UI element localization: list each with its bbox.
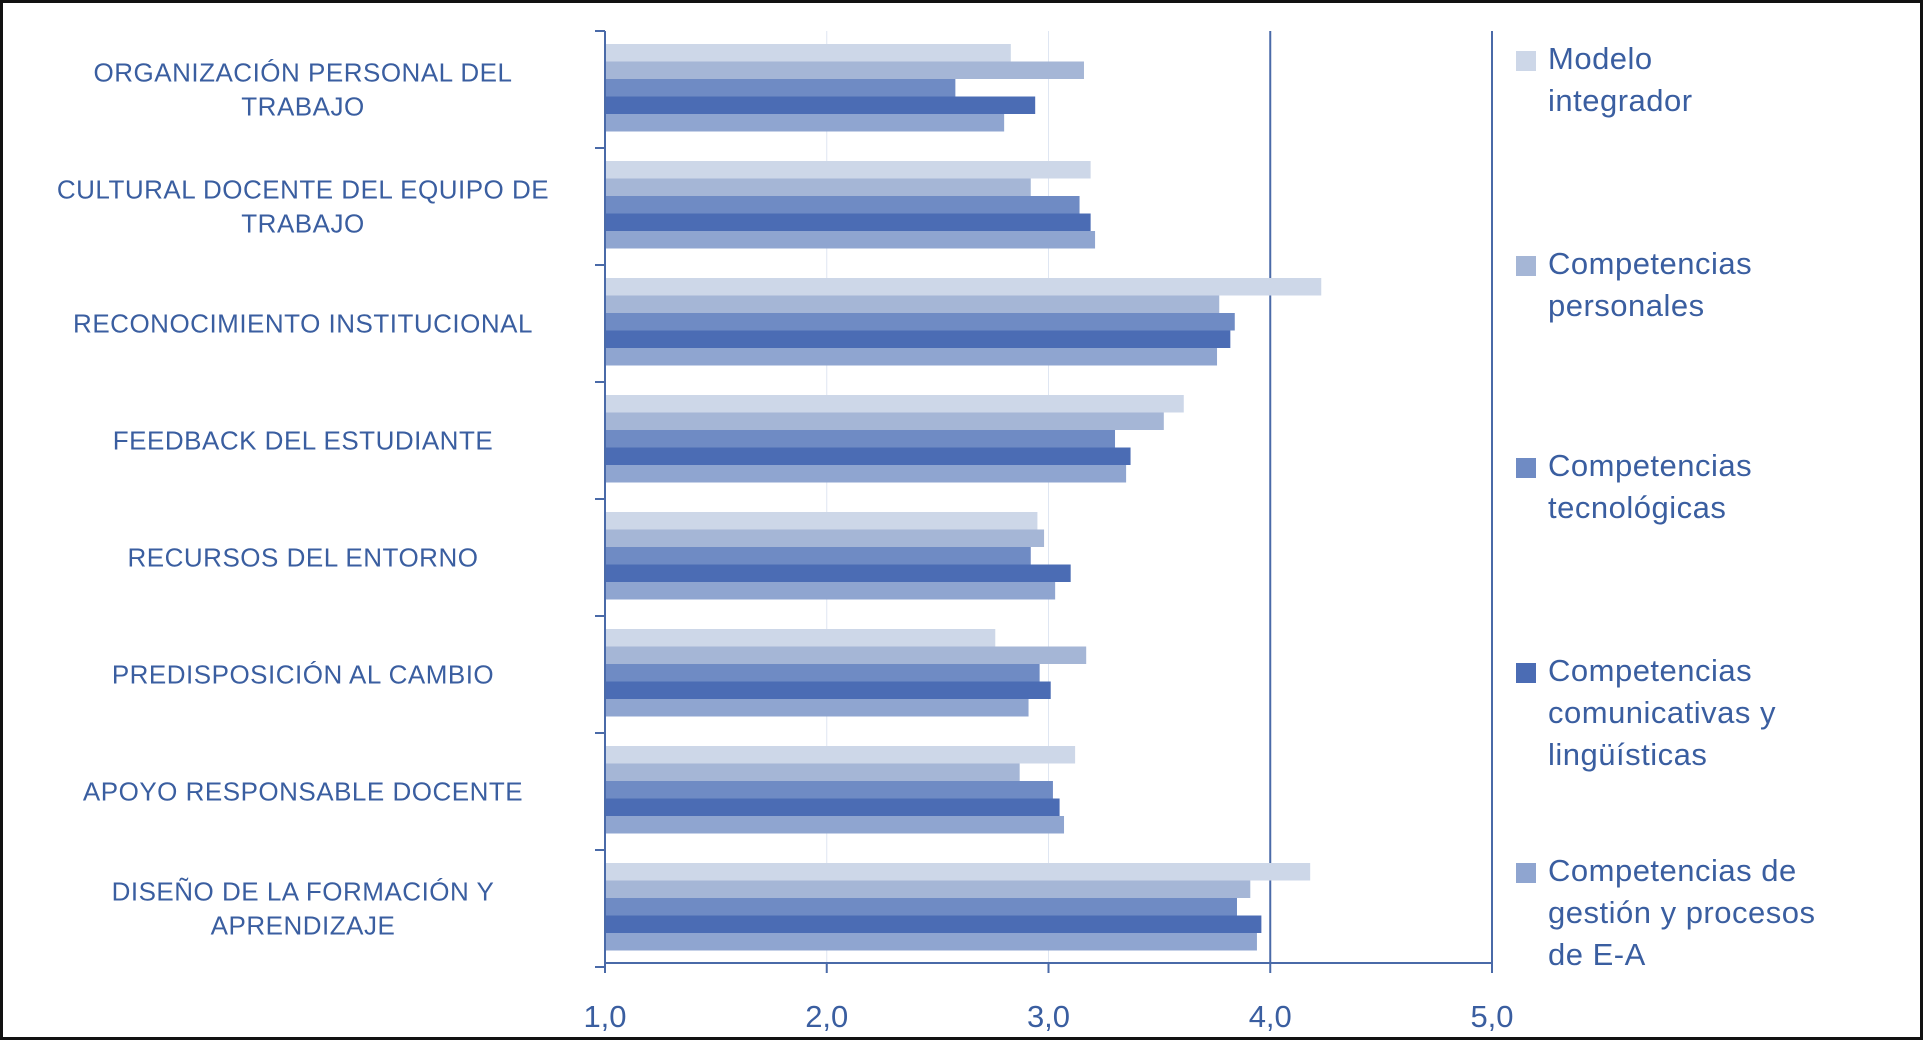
category-label: CULTURAL DOCENTE DEL EQUIPO DE TRABAJO: [57, 175, 549, 239]
category-label: PREDISPOSICIÓN AL CAMBIO: [112, 660, 494, 690]
bar: [605, 564, 1071, 582]
category-label-line: FEEDBACK DEL ESTUDIANTE: [113, 426, 493, 456]
legend-entry-line: personales: [1548, 288, 1705, 323]
x-tick-label: 1,0: [583, 999, 626, 1034]
legend-entry-line: de E-A: [1548, 937, 1646, 972]
legend-entry-line: lingüísticas: [1548, 737, 1707, 772]
category-label: FEEDBACK DEL ESTUDIANTE: [113, 426, 493, 456]
bar: [605, 699, 1029, 717]
bar: [605, 798, 1060, 816]
legend-entry-line: Competencias de: [1548, 853, 1797, 888]
legend-entry-line: Competencias: [1548, 448, 1752, 483]
bar: [605, 547, 1031, 565]
legend-entry: Modelo integrador: [1548, 41, 1693, 118]
category-label: APOYO RESPONSABLE DOCENTE: [83, 777, 523, 807]
x-tick-label: 5,0: [1470, 999, 1513, 1034]
category-label: RECONOCIMIENTO INSTITUCIONAL: [73, 309, 533, 339]
bar: [605, 646, 1087, 664]
bars: [605, 44, 1322, 951]
x-tick-label: 2,0: [805, 999, 848, 1034]
bar: [605, 330, 1231, 348]
bar: [605, 681, 1051, 699]
legend-entry: Competencias personales: [1548, 246, 1752, 323]
legend-entry-line: integrador: [1548, 83, 1693, 118]
bar: [605, 348, 1218, 366]
category-label-line: RECONOCIMIENTO INSTITUCIONAL: [73, 309, 533, 339]
bar: [605, 313, 1235, 331]
bar: [605, 880, 1251, 898]
legend-swatch: [1516, 256, 1536, 276]
bar: [605, 447, 1131, 465]
bar: [605, 79, 956, 97]
category-label-line: APRENDIZAJE: [211, 911, 396, 941]
legend-entry: Competencias tecnológicas: [1548, 448, 1752, 525]
legend-entry-line: Modelo: [1548, 41, 1653, 76]
bar: [605, 933, 1257, 951]
category-label: ORGANIZACIÓN PERSONAL DEL TRABAJO: [94, 58, 513, 122]
x-tick-labels: 1,0 2,0 3,0 4,0 5,0: [583, 999, 1513, 1034]
bar: [605, 395, 1184, 413]
category-label-line: TRABAJO: [241, 92, 364, 122]
category-label-line: DISEÑO DE LA FORMACIÓN Y: [112, 877, 495, 907]
category-label-line: APOYO RESPONSABLE DOCENTE: [83, 777, 523, 807]
legend-entry: Competencias comunicativas y lingüísticas: [1548, 653, 1776, 772]
x-tick-label: 3,0: [1027, 999, 1070, 1034]
legend-entry: Competencias de gestión y procesos de E-A: [1548, 853, 1815, 972]
legend-entry-line: Competencias: [1548, 653, 1752, 688]
bar: [605, 629, 996, 647]
bar: [605, 781, 1053, 799]
axes: [595, 30, 1493, 973]
bar: [605, 61, 1084, 79]
category-label-line: TRABAJO: [241, 209, 364, 239]
bar: [605, 196, 1080, 214]
x-tick-label: 4,0: [1249, 999, 1292, 1034]
bar: [605, 278, 1322, 296]
bar: [605, 295, 1220, 313]
legend-entry-line: tecnológicas: [1548, 490, 1726, 525]
legend-swatch: [1516, 458, 1536, 478]
bar: [605, 512, 1038, 530]
category-label: RECURSOS DEL ENTORNO: [128, 543, 479, 573]
bar: [605, 44, 1011, 62]
category-label-line: PREDISPOSICIÓN AL CAMBIO: [112, 660, 494, 690]
bar: [605, 863, 1311, 881]
bar: [605, 231, 1096, 249]
bar: [605, 746, 1076, 764]
bar: [605, 96, 1036, 114]
category-label-line: CULTURAL DOCENTE DEL EQUIPO DE: [57, 175, 549, 205]
bar: [605, 465, 1127, 483]
bar: [605, 529, 1045, 547]
bar: [605, 178, 1031, 196]
legend-swatch: [1516, 863, 1536, 883]
bar: [605, 582, 1056, 600]
legend-entry-line: Competencias: [1548, 246, 1752, 281]
legend-swatch: [1516, 663, 1536, 683]
bar: [605, 161, 1091, 179]
bar-chart: ORGANIZACIÓN PERSONAL DEL TRABAJOCULTURAL…: [57, 30, 1815, 1034]
bar: [605, 664, 1040, 682]
bar: [605, 213, 1091, 231]
bar: [605, 412, 1164, 430]
category-labels: ORGANIZACIÓN PERSONAL DEL TRABAJOCULTURAL…: [57, 58, 549, 941]
bar: [605, 816, 1065, 834]
legend-entry-line: gestión y procesos: [1548, 895, 1815, 930]
legend-entry-line: comunicativas y: [1548, 695, 1776, 730]
bar: [605, 915, 1262, 933]
category-label-line: RECURSOS DEL ENTORNO: [128, 543, 479, 573]
category-label-line: ORGANIZACIÓN PERSONAL DEL: [94, 58, 513, 88]
bar: [605, 763, 1020, 781]
bar: [605, 898, 1237, 916]
bar: [605, 114, 1005, 132]
category-label: DISEÑO DE LA FORMACIÓN Y APRENDIZAJE: [112, 877, 495, 941]
legend-swatch: [1516, 51, 1536, 71]
bar: [605, 430, 1116, 448]
